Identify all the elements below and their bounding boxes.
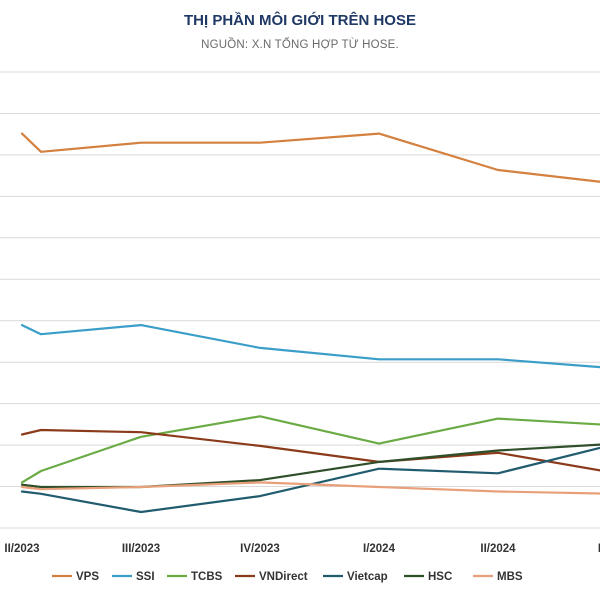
x-tick-label: IV/2023 xyxy=(240,543,280,555)
series-line-hsc xyxy=(20,443,600,489)
series-line-vps xyxy=(20,132,600,183)
series-line-ssi xyxy=(20,324,600,369)
legend: VPS SSI TCBS VNDirect Vietcap HSC MBS xyxy=(52,571,523,583)
series-line-tcbs xyxy=(20,415,600,484)
series-line-vndirect xyxy=(20,428,600,472)
x-axis-labels: II/2023 III/2023 IV/2023 I/2024 II/2024 III/2… xyxy=(4,543,600,555)
legend-label: SSI xyxy=(136,571,155,583)
legend-label: HSC xyxy=(428,571,452,583)
legend-label: MBS xyxy=(497,571,523,583)
series-line-mbs xyxy=(20,481,600,495)
legend-label: Vietcap xyxy=(347,571,388,583)
chart-subtitle: NGUỒN: X.N TỔNG HỢP TỪ HOSE. xyxy=(201,38,399,51)
x-tick-label: I/2024 xyxy=(363,543,396,555)
series-line-vietcap xyxy=(20,446,600,514)
legend-label: VNDirect xyxy=(259,571,308,583)
x-tick-label: III/2023 xyxy=(122,543,160,555)
legend-label: VPS xyxy=(76,571,99,583)
x-tick-label: III/2024 xyxy=(598,543,600,555)
series-lines xyxy=(20,132,600,514)
x-tick-label: II/2023 xyxy=(4,543,39,555)
legend-label: TCBS xyxy=(191,571,223,583)
chart-title: THỊ PHẦN MÔI GIỚI TRÊN HOSE xyxy=(184,11,416,29)
x-tick-label: II/2024 xyxy=(480,543,516,555)
